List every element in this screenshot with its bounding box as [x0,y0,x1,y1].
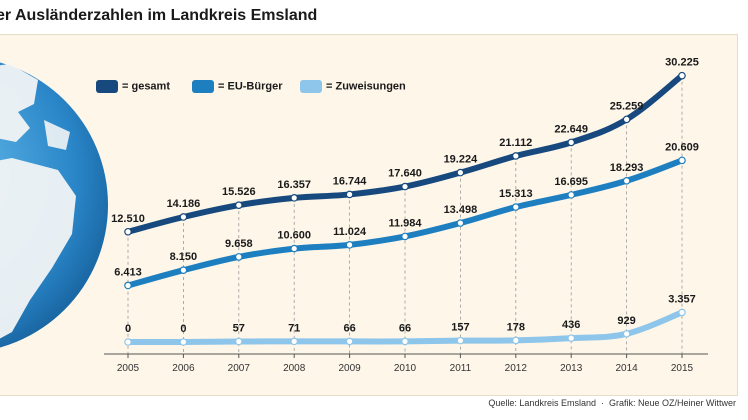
data-label-zuweisungen: 929 [617,315,635,327]
data-point-gesamt [622,115,631,124]
data-point-gesamt [678,71,686,80]
data-point-zuweisungen [567,334,576,342]
data-label-eu-b-rger: 13.498 [444,204,478,216]
data-point-gesamt [345,190,354,199]
x-tick-label: 2006 [172,363,195,374]
legend-item-eu-buerger: = EU-Bürger [192,80,283,93]
data-label-zuweisungen: 57 [233,322,245,334]
data-label-zuweisungen: 178 [507,321,525,333]
data-point-eu-b-rger [179,266,188,274]
data-point-zuweisungen [401,337,409,346]
source-credit: Quelle: Landkreis Emsland · Grafik: Neue O… [488,398,736,408]
title-bar: er Ausländerzahlen im Landkreis Emsland [0,0,748,34]
data-label-eu-b-rger: 11.984 [388,217,422,229]
data-label-zuweisungen: 71 [288,322,300,334]
data-point-gesamt [179,213,188,221]
data-label-gesamt: 19.224 [444,154,479,166]
data-label-zuweisungen: 157 [451,322,469,334]
data-point-zuweisungen [622,330,631,338]
data-point-eu-b-rger [567,191,576,199]
data-label-gesamt: 16.744 [333,175,368,187]
data-label-gesamt: 12.510 [111,213,145,225]
data-label-eu-b-rger: 9.658 [225,238,253,250]
legend-label-eu-buerger: = EU-Bürger [218,80,283,93]
series-line-gesamt [125,72,685,235]
x-tick-label: 2009 [338,363,361,374]
data-label-gesamt: 25.259 [610,100,644,112]
data-point-eu-b-rger [401,232,409,241]
data-point-gesamt [567,138,576,147]
data-label-eu-b-rger: 11.024 [333,226,367,238]
data-label-gesamt: 16.357 [277,179,311,191]
data-label-gesamt: 21.112 [499,137,532,149]
x-tick-label: 2015 [671,363,694,374]
data-point-gesamt [124,227,132,236]
x-tick-label: 2012 [505,363,528,374]
data-label-eu-b-rger: 20.609 [665,141,699,153]
globe-continent-arabia [44,120,70,150]
data-point-gesamt [401,182,409,191]
x-tick-label: 2014 [615,363,638,374]
data-point-eu-b-rger [124,281,132,290]
data-label-eu-b-rger: 15.313 [499,188,533,200]
data-point-zuweisungen [290,337,299,346]
x-tick-label: 2010 [394,363,417,374]
data-point-eu-b-rger [456,219,465,227]
data-point-eu-b-rger [678,156,686,165]
data-point-eu-b-rger [511,203,520,211]
data-point-gesamt [456,168,465,177]
credit-text: Grafik: Neue OZ/Heiner Wittwer [608,398,736,408]
data-point-zuweisungen [456,336,465,345]
chart-title: er Ausländerzahlen im Landkreis Emsland [0,7,318,24]
legend-swatch-eu-buerger [192,80,214,93]
data-label-gesamt: 17.640 [388,168,422,180]
x-tick-label: 2013 [560,363,583,374]
data-label-eu-b-rger: 8.150 [170,251,198,263]
data-label-eu-b-rger: 6.413 [114,266,142,278]
data-point-zuweisungen [511,336,520,345]
data-label-zuweisungen: 0 [125,323,131,335]
data-point-gesamt [290,194,299,202]
data-point-gesamt [511,152,520,160]
legend-item-zuweisungen: = Zuweisungen [300,80,406,93]
x-tick-label: 2008 [283,363,306,374]
data-point-zuweisungen [678,308,686,317]
data-point-eu-b-rger [345,241,354,249]
data-point-zuweisungen [235,337,243,346]
data-label-zuweisungen: 66 [399,322,411,334]
x-tick-label: 2005 [117,363,140,374]
data-label-gesamt: 30.225 [665,57,699,69]
x-tick-label: 2011 [450,363,472,374]
data-label-gesamt: 22.649 [554,123,588,135]
data-point-eu-b-rger [622,176,631,185]
globe-icon [0,62,108,348]
data-point-zuweisungen [179,338,188,346]
legend-label-gesamt: = gesamt [122,80,170,93]
data-point-zuweisungen [124,338,132,346]
legend-item-gesamt: = gesamt [96,80,170,93]
legend-swatch-gesamt [96,80,118,93]
data-point-gesamt [235,201,243,209]
data-label-gesamt: 15.526 [222,186,256,198]
legend-swatch-zuweisungen [300,80,322,93]
x-tick-label: 2007 [228,363,251,374]
data-point-zuweisungen [345,337,354,346]
data-label-zuweisungen: 0 [180,323,186,335]
source-separator: · [600,398,604,408]
data-label-eu-b-rger: 10.600 [277,230,311,242]
data-label-gesamt: 14.186 [167,198,201,210]
data-label-eu-b-rger: 16.695 [554,176,588,188]
data-label-zuweisungen: 436 [562,319,580,331]
data-label-zuweisungen: 66 [343,322,355,334]
globe-continent-europe [0,64,38,142]
data-label-zuweisungen: 3.357 [668,293,696,305]
data-point-eu-b-rger [290,244,299,253]
data-point-eu-b-rger [235,253,243,261]
data-label-eu-b-rger: 18.293 [610,162,644,174]
globe-continent-africa [0,158,76,339]
legend-label-zuweisungen: = Zuweisungen [326,80,406,93]
source-text: Quelle: Landkreis Emsland [488,398,596,408]
